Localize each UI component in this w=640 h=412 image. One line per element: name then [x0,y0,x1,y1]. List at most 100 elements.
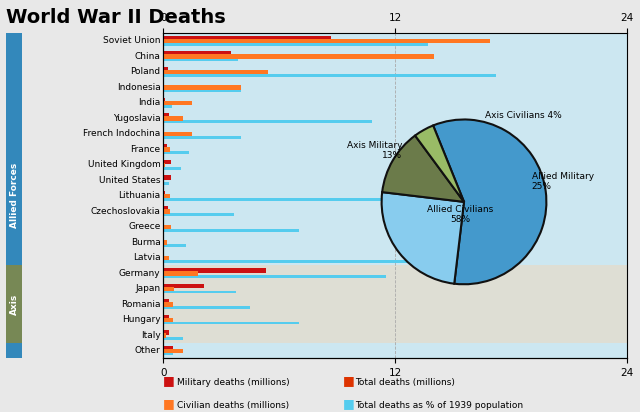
Bar [163,43,428,45]
Bar [163,120,372,123]
Text: United Kingdom: United Kingdom [88,160,161,169]
Text: Lithuania: Lithuania [118,191,161,200]
Bar [163,268,266,273]
Bar [163,147,170,152]
Bar [163,141,627,157]
Text: Total deaths as % of 1939 population: Total deaths as % of 1939 population [355,401,524,410]
Text: Allied Civilians
58%: Allied Civilians 58% [427,204,493,224]
Bar [163,105,172,108]
Bar [163,70,268,74]
Text: Hungary: Hungary [122,315,161,324]
Text: ■: ■ [342,397,354,410]
Bar [163,219,627,234]
Text: Germany: Germany [119,269,161,278]
Bar [163,101,192,105]
Bar [163,95,627,110]
Bar [163,173,627,188]
Bar [163,204,627,219]
Bar [163,157,627,173]
Bar [163,346,173,350]
Text: Allied Forces: Allied Forces [10,163,19,228]
Bar [163,98,165,102]
Bar [163,291,236,293]
Bar [163,194,170,198]
Bar [163,297,627,312]
Bar [163,85,241,89]
Text: Yugoslavia: Yugoslavia [113,114,161,123]
Bar [163,188,627,204]
Bar [163,333,166,337]
Wedge shape [415,126,464,202]
Text: China: China [134,52,161,61]
Bar [163,67,168,71]
Text: ■: ■ [163,397,175,410]
Bar [163,54,434,59]
Bar [163,136,241,138]
Text: Civilian deaths (millions): Civilian deaths (millions) [177,401,289,410]
Text: Indonesia: Indonesia [116,83,161,92]
Text: ■: ■ [342,374,354,387]
Bar [163,191,164,195]
Text: Romania: Romania [121,300,161,309]
Bar [163,225,171,229]
Bar [163,318,173,322]
Bar [163,167,181,169]
Bar [163,315,169,319]
Bar [163,353,173,356]
Bar [163,306,250,309]
Bar [163,80,627,95]
Text: Italy: Italy [141,331,161,339]
Wedge shape [382,136,464,202]
Bar [163,265,627,281]
Bar [163,33,627,49]
Text: Czechoslovakia: Czechoslovakia [90,207,161,216]
Bar [163,206,168,211]
Text: France: France [131,145,161,154]
Bar [163,116,182,121]
Bar [163,234,627,250]
Bar [163,64,627,80]
Bar [163,312,627,328]
Bar [163,281,627,297]
Wedge shape [381,192,464,284]
Bar [163,343,627,358]
Bar [163,256,169,260]
Bar [163,182,170,185]
Bar [163,49,627,64]
Text: India: India [138,98,161,107]
Bar [163,89,241,92]
Bar [163,144,168,149]
Bar [6,265,22,343]
Bar [163,322,298,325]
Bar [163,328,627,343]
Bar [163,240,168,245]
Text: Total deaths (millions): Total deaths (millions) [355,378,455,387]
Wedge shape [433,119,547,284]
Text: Burma: Burma [131,238,161,247]
Text: French Indochina: French Indochina [83,129,161,138]
Bar [163,260,428,262]
Bar [163,287,174,291]
Bar [163,160,171,164]
Bar [163,58,238,61]
Bar [163,349,182,353]
Text: Greece: Greece [128,222,161,231]
Bar [163,39,490,43]
Text: Military deaths (millions): Military deaths (millions) [177,378,290,387]
Text: Japan: Japan [135,284,161,293]
Bar [163,113,169,117]
Bar [163,110,627,126]
Bar [163,151,189,154]
Bar [163,36,332,40]
Bar [163,229,299,232]
Bar [163,74,496,77]
Bar [163,284,204,288]
Text: Poland: Poland [131,67,161,76]
Text: Axis Civilians 4%: Axis Civilians 4% [484,111,561,120]
Text: Latvia: Latvia [132,253,161,262]
Text: World War II Deaths: World War II Deaths [6,8,226,27]
Text: Allied Military
25%: Allied Military 25% [532,171,594,191]
Text: ■: ■ [163,374,175,387]
Bar [163,299,169,304]
Bar [163,163,165,167]
